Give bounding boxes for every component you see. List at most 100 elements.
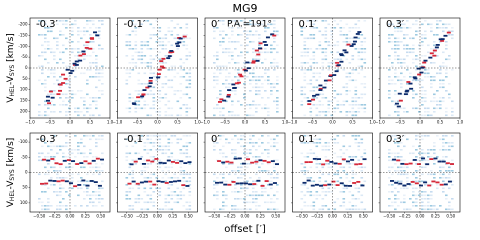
cell bbox=[258, 177, 261, 179]
cell bbox=[439, 177, 442, 179]
cell bbox=[125, 72, 129, 75]
cell bbox=[167, 138, 171, 141]
cell bbox=[336, 142, 340, 144]
cell bbox=[228, 51, 231, 54]
cell bbox=[397, 111, 400, 113]
trace-cell bbox=[400, 162, 405, 165]
cell bbox=[50, 72, 53, 75]
cell bbox=[442, 149, 445, 151]
cell bbox=[89, 201, 92, 204]
cell bbox=[125, 145, 129, 148]
cell bbox=[354, 138, 358, 141]
cell bbox=[336, 69, 340, 71]
cell bbox=[182, 194, 186, 197]
x-tick-label: −0.5 bbox=[220, 120, 230, 125]
cell bbox=[448, 83, 451, 85]
trace-cell bbox=[356, 180, 361, 183]
cell bbox=[427, 198, 430, 200]
cell bbox=[363, 41, 367, 43]
cell bbox=[53, 76, 56, 78]
cell bbox=[273, 58, 276, 61]
cell bbox=[59, 149, 62, 151]
cell bbox=[418, 107, 421, 110]
cell bbox=[273, 201, 276, 204]
cell bbox=[53, 166, 56, 169]
cell bbox=[451, 37, 454, 40]
cell bbox=[351, 27, 355, 29]
cell bbox=[185, 34, 189, 36]
cell bbox=[86, 180, 89, 183]
cell bbox=[125, 159, 129, 162]
cell bbox=[324, 156, 328, 158]
cell bbox=[258, 34, 261, 36]
cell bbox=[318, 44, 322, 47]
cell bbox=[397, 48, 400, 50]
cell bbox=[306, 48, 310, 50]
cell bbox=[155, 34, 159, 36]
cell bbox=[53, 111, 56, 113]
cell bbox=[182, 145, 186, 148]
cell bbox=[439, 104, 442, 106]
cell bbox=[65, 97, 68, 99]
cell bbox=[403, 37, 406, 40]
cell bbox=[403, 76, 406, 78]
panel-label: 0.3′ bbox=[386, 134, 405, 145]
cell bbox=[95, 205, 98, 207]
cell bbox=[273, 145, 276, 148]
cell bbox=[176, 138, 180, 141]
cell bbox=[71, 23, 74, 26]
cell bbox=[445, 135, 448, 137]
cell bbox=[249, 135, 252, 137]
cell bbox=[252, 79, 255, 82]
cell bbox=[167, 107, 171, 110]
trace-cell bbox=[178, 37, 183, 40]
cell bbox=[397, 55, 400, 57]
cell bbox=[276, 142, 279, 144]
cell bbox=[412, 62, 415, 64]
cell bbox=[273, 69, 276, 71]
cell bbox=[149, 184, 153, 186]
cell bbox=[418, 194, 421, 197]
cell bbox=[228, 41, 231, 43]
cell bbox=[339, 177, 343, 179]
cell bbox=[300, 163, 304, 165]
cell bbox=[321, 104, 325, 106]
cell bbox=[442, 138, 445, 141]
cell bbox=[360, 97, 364, 99]
cell bbox=[360, 69, 364, 71]
trace-cell bbox=[45, 99, 50, 102]
cell bbox=[146, 194, 150, 197]
cell bbox=[354, 48, 358, 50]
cell bbox=[252, 135, 255, 137]
cell bbox=[95, 86, 98, 89]
cell bbox=[258, 93, 261, 96]
cell bbox=[270, 138, 273, 141]
cell bbox=[225, 205, 228, 207]
cell bbox=[403, 198, 406, 200]
cell bbox=[240, 173, 243, 176]
cell bbox=[86, 55, 89, 57]
cell bbox=[303, 93, 307, 96]
cell bbox=[182, 104, 186, 106]
cell bbox=[137, 152, 141, 155]
cell bbox=[439, 149, 442, 151]
cell bbox=[237, 138, 240, 141]
cell bbox=[451, 34, 454, 36]
cell bbox=[357, 107, 361, 110]
cell bbox=[327, 62, 331, 64]
cell bbox=[258, 86, 261, 89]
cell bbox=[267, 69, 270, 71]
cell bbox=[188, 37, 192, 40]
cell bbox=[240, 51, 243, 54]
trace-cell bbox=[410, 181, 415, 183]
cell bbox=[261, 191, 264, 193]
cell bbox=[267, 114, 270, 117]
cell bbox=[149, 194, 153, 197]
cell bbox=[152, 107, 156, 110]
cell bbox=[333, 62, 337, 64]
cell bbox=[59, 170, 62, 172]
trace-cell bbox=[161, 57, 166, 60]
cell bbox=[240, 20, 243, 22]
trace-cell bbox=[225, 160, 230, 163]
cell bbox=[164, 198, 168, 200]
